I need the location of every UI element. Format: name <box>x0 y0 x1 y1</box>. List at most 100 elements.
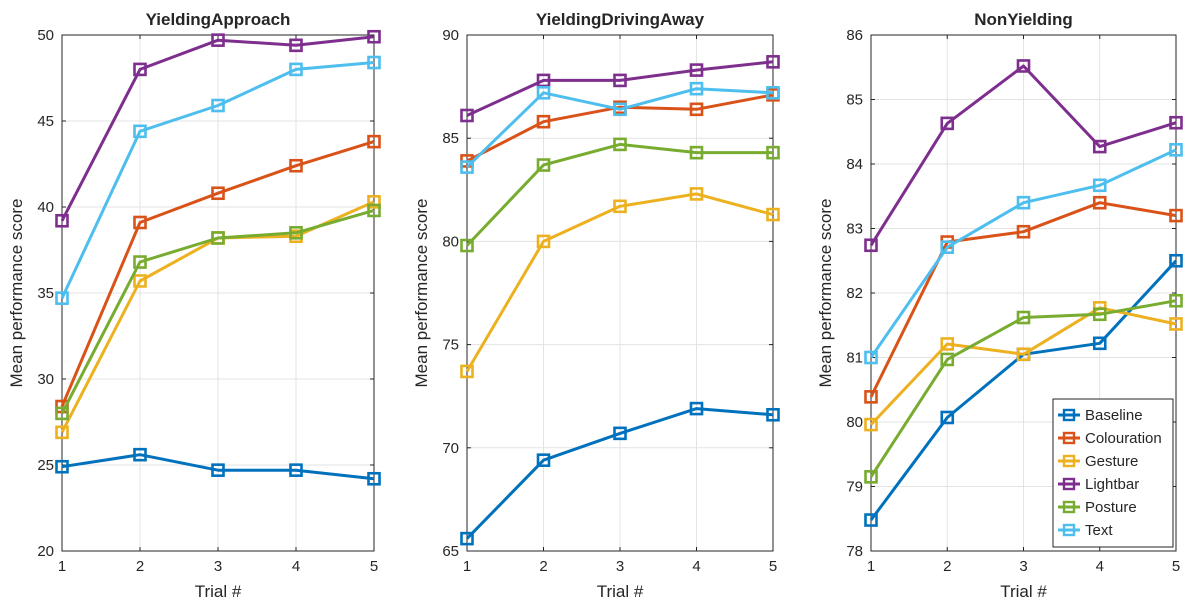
y-tick-label: 35 <box>37 285 54 302</box>
data-point-posture <box>864 470 878 484</box>
data-point-posture <box>766 145 780 160</box>
data-point-gesture <box>940 337 955 351</box>
y-tick-label: 90 <box>442 27 459 44</box>
x-tick-label: 2 <box>943 558 951 575</box>
data-point-posture <box>1169 293 1183 308</box>
legend-label-lightbar: Lightbar <box>1085 476 1139 493</box>
series-line-lightbar <box>869 64 1177 247</box>
legend-marker-baseline <box>1062 408 1076 422</box>
data-point-text <box>1169 143 1183 157</box>
x-axis-label: Trial # <box>195 582 242 601</box>
data-point-baseline <box>1092 336 1107 351</box>
data-point-colouration <box>1169 208 1183 223</box>
data-point-baseline <box>211 463 225 477</box>
x-tick-label: 4 <box>1096 558 1104 575</box>
data-point-lightbar <box>1169 115 1183 130</box>
chart-title: YieldingDrivingAway <box>536 10 705 29</box>
data-point-colouration <box>133 215 147 230</box>
y-tick-label: 78 <box>846 543 863 560</box>
data-point-lightbar <box>864 238 878 253</box>
y-tick-label: 20 <box>37 543 54 560</box>
y-tick-label: 85 <box>846 92 863 109</box>
data-point-gesture <box>1016 347 1031 362</box>
data-point-baseline <box>55 459 69 474</box>
data-point-colouration <box>689 102 704 117</box>
data-point-baseline <box>613 426 627 441</box>
data-point-posture <box>689 145 704 160</box>
data-point-text <box>536 85 551 100</box>
data-point-text <box>766 85 780 100</box>
y-tick-label: 25 <box>37 457 54 474</box>
data-point-baseline <box>460 531 474 546</box>
data-point-lightbar <box>55 213 69 228</box>
series-line-colouration <box>466 93 774 163</box>
data-point-posture <box>133 255 147 269</box>
data-point-baseline <box>689 401 704 416</box>
data-point-posture <box>289 226 303 240</box>
data-point-posture <box>613 137 627 152</box>
data-point-baseline <box>940 410 955 425</box>
data-point-posture <box>940 352 955 367</box>
legend-marker-posture <box>1062 500 1076 514</box>
data-point-colouration <box>289 158 303 173</box>
data-point-baseline <box>289 463 303 477</box>
data-point-gesture <box>766 207 780 222</box>
x-tick-label: 2 <box>539 558 547 575</box>
data-point-lightbar <box>1016 59 1031 73</box>
data-point-lightbar <box>766 55 780 69</box>
data-point-posture <box>1092 307 1107 322</box>
y-tick-label: 83 <box>846 221 863 238</box>
x-tick-label: 1 <box>58 558 66 575</box>
y-tick-label: 85 <box>442 130 459 147</box>
legend-box <box>1052 398 1174 548</box>
data-point-gesture <box>1169 317 1183 331</box>
legend-label-colouration: Colouration <box>1085 430 1162 447</box>
data-point-posture <box>1016 310 1031 325</box>
data-point-lightbar <box>613 73 627 88</box>
data-point-text <box>689 81 704 96</box>
x-tick-label: 5 <box>1172 558 1180 575</box>
y-tick-label: 65 <box>442 543 459 560</box>
data-point-baseline <box>133 447 147 462</box>
y-tick-label: 79 <box>846 479 863 496</box>
data-point-gesture <box>536 234 551 249</box>
data-point-lightbar <box>1092 139 1107 154</box>
x-axis-label: Trial # <box>597 582 644 601</box>
legend-label-gesture: Gesture <box>1085 453 1138 470</box>
data-point-text <box>55 291 69 305</box>
x-tick-label: 5 <box>769 558 777 575</box>
data-point-colouration <box>367 134 381 149</box>
data-point-text <box>864 350 878 365</box>
chart-title: NonYielding <box>974 10 1073 29</box>
y-tick-label: 80 <box>846 414 863 431</box>
y-axis-label: Mean performance score <box>412 199 431 388</box>
data-point-baseline <box>536 453 551 467</box>
data-point-lightbar <box>289 38 303 53</box>
legend-marker-gesture <box>1062 454 1076 468</box>
y-axis-label: Mean performance score <box>816 199 835 388</box>
y-tick-label: 30 <box>37 371 54 388</box>
x-tick-label: 5 <box>370 558 378 575</box>
series-line-lightbar <box>466 60 774 117</box>
data-point-gesture <box>689 187 704 201</box>
data-point-lightbar <box>689 63 704 77</box>
data-point-gesture <box>613 199 627 214</box>
x-tick-label: 4 <box>692 558 700 575</box>
data-point-text <box>133 124 147 139</box>
data-point-text <box>613 102 627 117</box>
data-point-baseline <box>1169 253 1183 268</box>
x-tick-label: 3 <box>214 558 222 575</box>
series-line-baseline <box>465 407 774 540</box>
data-point-lightbar <box>133 62 147 77</box>
legend-label-text: Text <box>1085 522 1113 539</box>
data-point-text <box>460 160 474 174</box>
legend-marker-lightbar <box>1062 477 1076 491</box>
data-point-gesture <box>864 417 878 432</box>
x-tick-label: 3 <box>616 558 624 575</box>
series-line-posture <box>60 208 375 415</box>
data-point-lightbar <box>536 73 551 88</box>
data-point-gesture <box>133 274 147 288</box>
data-point-lightbar <box>460 108 474 123</box>
data-point-text <box>1092 178 1107 193</box>
